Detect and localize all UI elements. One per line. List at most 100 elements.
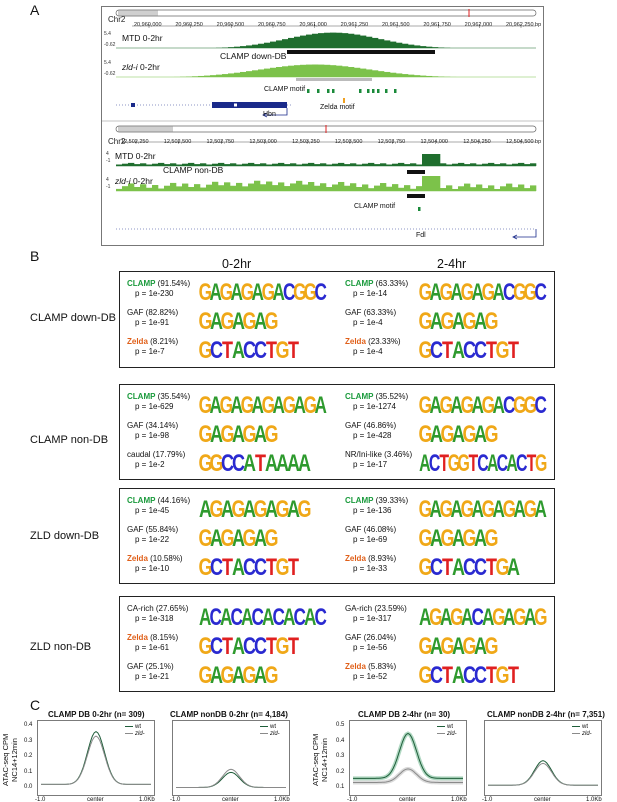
logo-letter: A xyxy=(440,604,452,626)
zld-signal-top-bin xyxy=(246,71,253,77)
mtd-signal-bottom-bin xyxy=(230,163,237,166)
zld-signal-top-bin xyxy=(216,74,223,77)
logo-letter: T xyxy=(288,632,299,655)
zld-signal-bottom-bin xyxy=(140,184,147,191)
zld-signal-bottom-bin xyxy=(218,185,225,191)
logo-letter: G xyxy=(275,495,289,518)
zld-signal-bottom-bin xyxy=(482,188,489,191)
fdl-arrowhead xyxy=(512,234,518,240)
zld-signal-bottom-bin xyxy=(266,181,273,191)
motif-pvalue: p = 1e-7 xyxy=(135,347,165,356)
mtd-signal-bottom-bin xyxy=(272,163,279,166)
logo-letter: A xyxy=(451,496,463,518)
logo-letter: G xyxy=(241,392,254,414)
zld-signal-top-bin xyxy=(402,74,409,77)
mtd-signal-top-bin xyxy=(252,44,259,48)
legend-zld-swatch xyxy=(125,732,133,734)
logo-letter: G xyxy=(275,632,289,655)
zld-signal-top-bin xyxy=(420,75,427,77)
zld-signal-bottom-bin xyxy=(302,184,309,191)
y-tick-label: 0.1 xyxy=(336,784,345,790)
logo-letter: G xyxy=(513,279,526,301)
mtd-signal-bottom-bin xyxy=(494,164,501,166)
zld-signal-bottom-bin xyxy=(338,181,345,191)
logo-letter: A xyxy=(294,392,306,414)
clamp-motif-mark xyxy=(327,89,330,93)
motif-pvalue: p = 1e-428 xyxy=(353,431,392,440)
logo-letter: C xyxy=(254,632,267,655)
logo-letter: A xyxy=(474,632,487,655)
logo-letter: A xyxy=(430,279,442,301)
zld-signal-bottom-bin xyxy=(458,186,465,191)
motif-percent: (91.54%) xyxy=(155,279,191,288)
mtd-signal-bottom-bin xyxy=(530,163,537,166)
ruler-tick-label: 12,503,750 xyxy=(377,139,406,145)
mtd-signal-top-bin xyxy=(300,35,307,48)
motif-pvalue: p = 1e-1274 xyxy=(353,402,396,411)
panel-label-c: C xyxy=(30,697,41,713)
x-tick-label: -1.0 xyxy=(35,797,46,802)
y-tick-label: 0.2 xyxy=(24,753,33,759)
zld-signal-top-bin xyxy=(318,64,325,77)
logo-letter: T xyxy=(442,336,453,359)
mtd-signal-bottom-bin xyxy=(290,163,297,166)
logo-letter: C xyxy=(535,392,547,414)
condition-label: CLAMP down-DB xyxy=(30,312,116,324)
logo-letter: C xyxy=(474,336,487,359)
legend-wt-swatch xyxy=(437,725,445,727)
motif-pvalue: p = 1e-2 xyxy=(135,460,165,469)
zld-signal-bottom-bin xyxy=(500,186,507,191)
hbn-strand-arrow xyxy=(264,108,288,116)
motif-factor: GAF xyxy=(127,525,144,534)
logo-letter: G xyxy=(418,661,432,684)
motif-name: GAF (46.86%) xyxy=(345,421,415,430)
ideogram-bottom-band xyxy=(118,126,173,132)
motif-factor: Zelda xyxy=(127,633,148,642)
motif-name: CLAMP (91.54%) xyxy=(127,279,197,288)
mtd-signal-top-bin xyxy=(282,39,289,48)
logo-letter: G xyxy=(231,495,245,518)
logo-letter: A xyxy=(452,661,465,684)
logo-letter: A xyxy=(474,420,487,443)
mtd-signal-bottom-bin xyxy=(140,163,147,166)
logo-letter: A xyxy=(452,307,465,330)
logo-letter: C xyxy=(210,336,223,359)
logo-letter: T xyxy=(288,553,299,576)
logo-letter: T xyxy=(527,450,537,472)
motif-pvalue: p = 1e-69 xyxy=(353,535,388,544)
motif-factor: GAF xyxy=(127,421,144,430)
motif-percent: (46.08%) xyxy=(361,525,397,534)
zld-signal-top-bin xyxy=(342,66,349,77)
scale-lo-bottom: -1 xyxy=(106,158,111,164)
scale-hi2-bottom: 4 xyxy=(106,177,109,183)
mtd-signal-bottom-bin xyxy=(158,162,165,166)
clamp-motif-label-top: CLAMP motif xyxy=(264,86,306,93)
zld-signal-bottom-bin xyxy=(380,183,387,191)
zld-signal-bottom-bin xyxy=(236,182,243,191)
logo-letter: A xyxy=(232,661,245,684)
motif-name: GAF (55.84%) xyxy=(127,525,197,534)
mtd-signal-bottom-bin xyxy=(188,162,195,166)
motif-pvalue: p = 1e-629 xyxy=(135,402,174,411)
mtd-signal-top-bin xyxy=(432,47,439,48)
logo-letter: A xyxy=(210,524,223,547)
logo-letter: G xyxy=(419,279,432,301)
motif-name: CLAMP (35.54%) xyxy=(127,392,197,401)
motif-pvalue: p = 1e-56 xyxy=(353,643,388,652)
motif-name: Zelda (10.58%) xyxy=(127,554,197,563)
logo-letter: G xyxy=(462,524,476,547)
ruler-tick-label: 20,961,000 xyxy=(299,22,327,28)
logo-letter: G xyxy=(242,307,256,330)
logo-letter: C xyxy=(474,553,487,576)
mtd-signal-bottom-bin xyxy=(344,164,351,166)
logo-letter: G xyxy=(418,420,432,443)
plot-legend: wt zld- xyxy=(437,724,457,738)
logo-letter: A xyxy=(254,524,267,547)
motif-factor: NR/Ini-like xyxy=(345,450,382,459)
ruler-tick-label: 20,961,750 xyxy=(423,22,451,28)
motif-box xyxy=(119,271,555,368)
logo-letter: G xyxy=(264,524,278,547)
